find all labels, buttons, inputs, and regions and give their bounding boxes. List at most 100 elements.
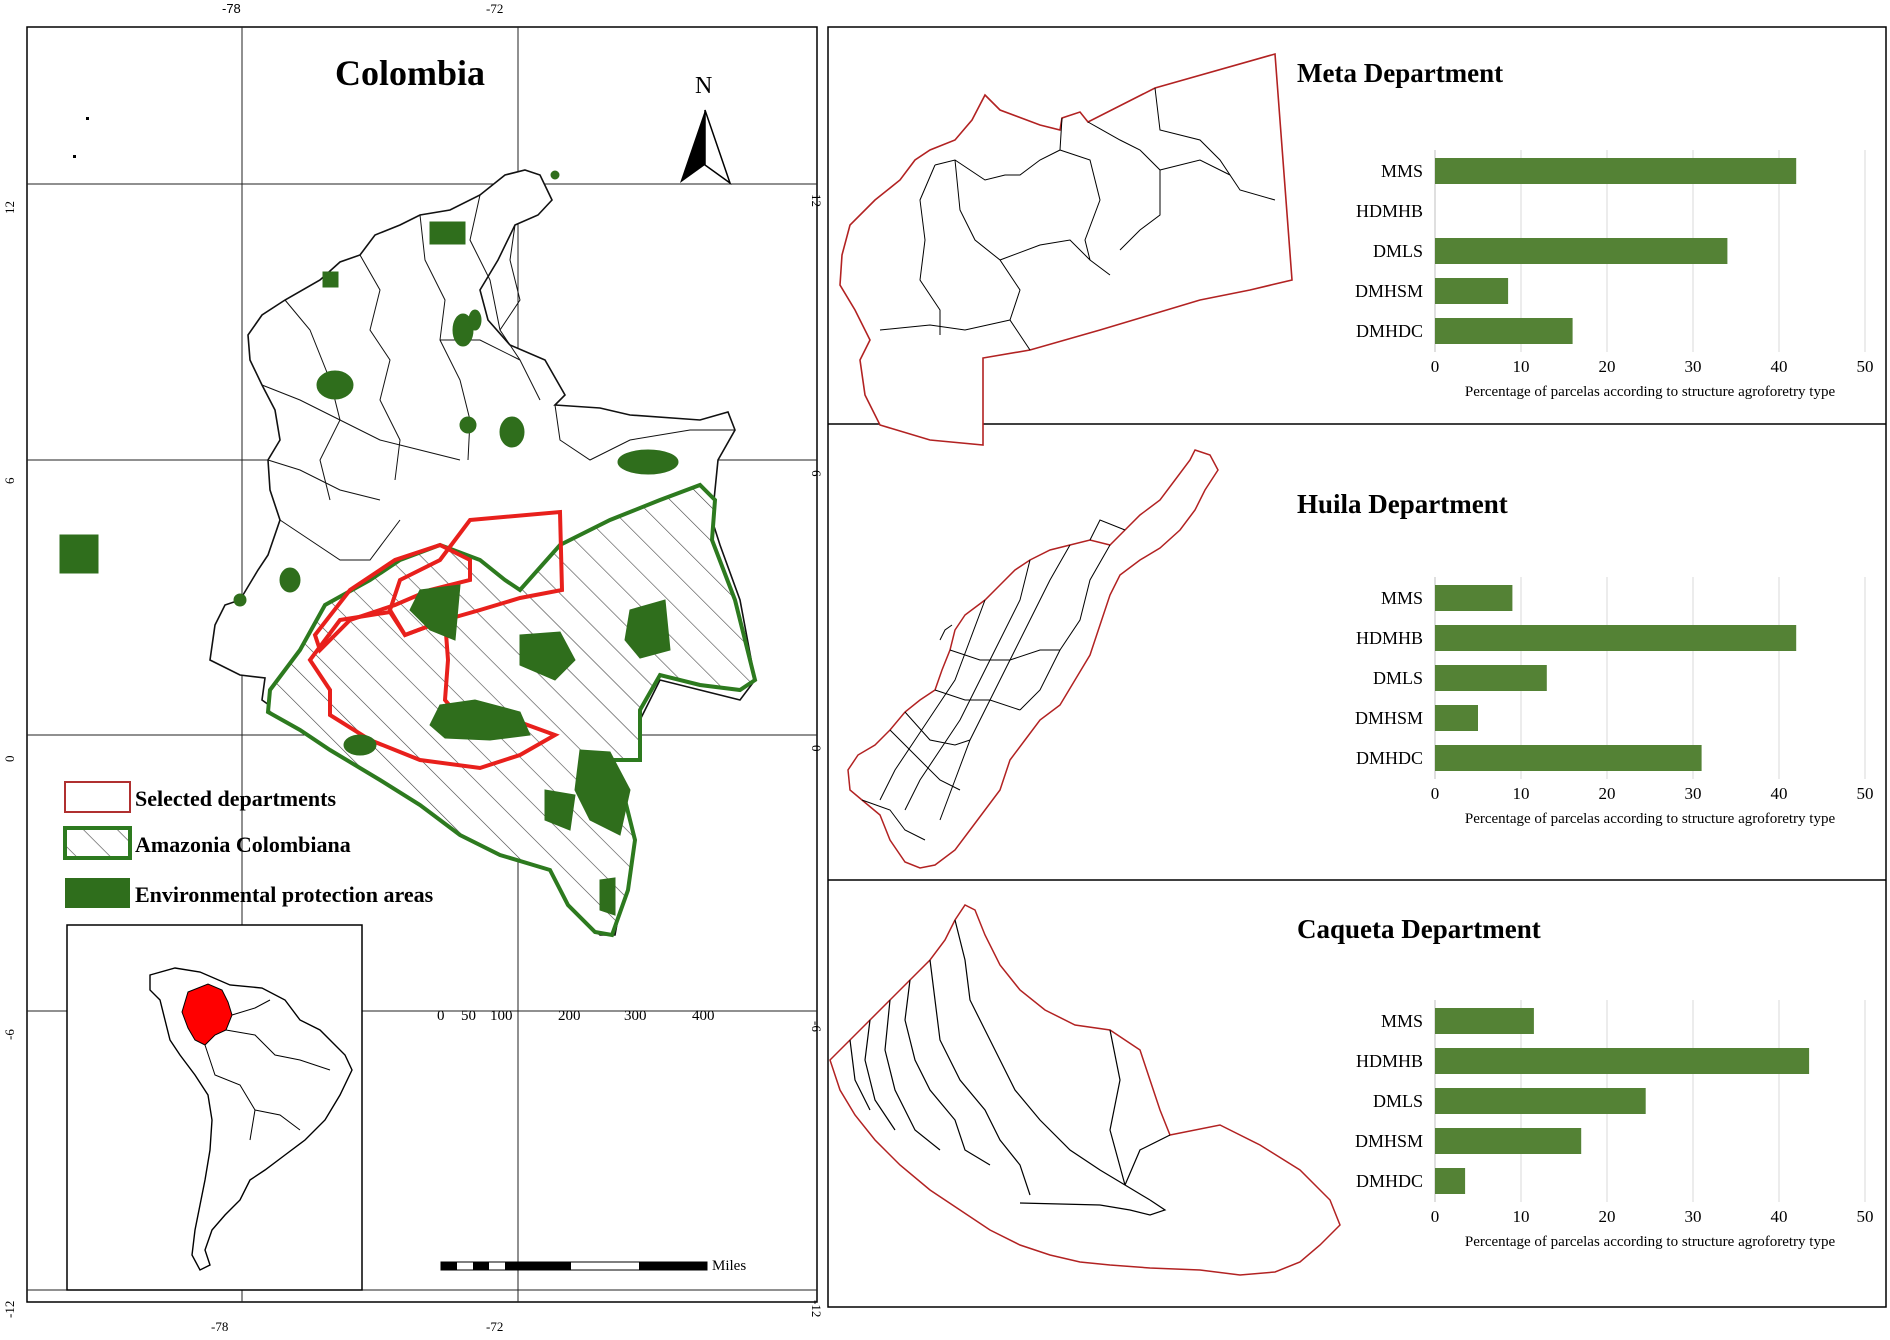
huila-department-outline xyxy=(312,542,472,654)
scale-tick-0: 0 xyxy=(437,1008,445,1024)
x-tick-label: 50 xyxy=(1857,357,1874,376)
x-axis-label: Percentage of parcelas according to stru… xyxy=(1465,811,1836,827)
x-tick-label: 10 xyxy=(1513,1207,1530,1226)
right-panels: Meta Department Huila Department Caqueta… xyxy=(827,26,1887,1308)
scale-tick-200: 200 xyxy=(558,1008,581,1024)
x-tick-label: 10 xyxy=(1513,784,1530,803)
category-label: HDMHB xyxy=(1356,1051,1423,1071)
bar xyxy=(1435,1088,1646,1114)
bar xyxy=(1435,318,1573,344)
scale-tick-100: 100 xyxy=(490,1008,513,1024)
category-label: DMLS xyxy=(1373,668,1423,688)
category-label: DMHDC xyxy=(1356,748,1423,768)
island-dot xyxy=(86,117,89,120)
bar xyxy=(1435,278,1509,304)
bar xyxy=(1435,705,1478,731)
bar xyxy=(1435,665,1547,691)
scale-bar: 0 50 100 200 300 400 Miles xyxy=(437,1008,746,1274)
scale-tick-400: 400 xyxy=(692,1008,715,1024)
category-label: HDMHB xyxy=(1356,628,1423,648)
north-arrow-icon: N xyxy=(680,73,732,185)
lon-label-top-78: -78 xyxy=(222,1,241,16)
x-tick-label: 50 xyxy=(1857,784,1874,803)
legend-label-selected: Selected departments xyxy=(135,786,336,811)
category-label: MMS xyxy=(1381,161,1423,181)
x-tick-label: 0 xyxy=(1431,784,1440,803)
main-map: -78 -72 -78 -72 12 6 0 -6 -12 12 6 0 -6 … xyxy=(2,1,824,1334)
scale-tick-50: 50 xyxy=(461,1008,476,1024)
south-america-inset xyxy=(66,924,363,1291)
category-label: DMHDC xyxy=(1356,1171,1423,1191)
bar xyxy=(1435,1008,1534,1034)
category-label: MMS xyxy=(1381,1011,1423,1031)
chart-meta: 0 10 20 30 40 50 MMS HDMHB DMLS DMHSM DMHDC Percent… xyxy=(1355,150,1874,400)
x-tick-label: 10 xyxy=(1513,357,1530,376)
chart-title-huila: Huila Department xyxy=(1297,489,1508,519)
lon-label-bottom-78: -78 xyxy=(211,1319,228,1334)
colombia-highlight xyxy=(181,983,233,1046)
chart-caqueta: 0 10 20 30 40 50 MMS HDMHB DMLS DMHSM DMHDC Percent… xyxy=(1355,1000,1874,1250)
legend-label-amazonia: Amazonia Colombiana xyxy=(135,832,351,857)
bar xyxy=(1435,1128,1582,1154)
x-tick-label: 20 xyxy=(1599,784,1616,803)
bar xyxy=(1435,1048,1810,1074)
x-tick-label: 40 xyxy=(1771,1207,1788,1226)
x-tick-label: 0 xyxy=(1431,357,1440,376)
bar xyxy=(1435,1168,1466,1194)
north-label: N xyxy=(695,73,712,99)
x-tick-label: 20 xyxy=(1599,357,1616,376)
meta-department-map xyxy=(839,52,1293,446)
bar xyxy=(1435,625,1797,651)
x-tick-label: 50 xyxy=(1857,1207,1874,1226)
legend-label-protection: Environmental protection areas xyxy=(135,882,434,907)
lon-label-top-72: -72 xyxy=(486,1,503,16)
bar xyxy=(1435,585,1513,611)
x-tick-label: 40 xyxy=(1771,357,1788,376)
category-label: DMHSM xyxy=(1355,708,1423,728)
x-axis-label: Percentage of parcelas according to stru… xyxy=(1465,384,1836,400)
x-tick-label: 20 xyxy=(1599,1207,1616,1226)
chart-title-caqueta: Caqueta Department xyxy=(1297,914,1541,944)
bar xyxy=(1435,238,1728,264)
chart-huila: 0 10 20 30 40 50 MMS HDMHB DMLS DMHSM DMHDC Percent… xyxy=(1355,577,1874,827)
department-borders xyxy=(261,194,735,561)
island-dot xyxy=(73,155,76,158)
lat-label-left-0: 0 xyxy=(2,756,17,763)
legend-swatch-selected xyxy=(64,781,131,813)
bar xyxy=(1435,745,1702,771)
lat-label-left--12: -12 xyxy=(2,1301,17,1318)
category-label: DMHSM xyxy=(1355,281,1423,301)
lon-label-bottom-72: -72 xyxy=(486,1319,503,1334)
category-label: DMLS xyxy=(1373,241,1423,261)
x-tick-label: 30 xyxy=(1685,357,1702,376)
scale-tick-300: 300 xyxy=(624,1008,647,1024)
lat-label-right-0: 0 xyxy=(809,745,824,752)
lat-label-right-12: 12 xyxy=(809,194,824,207)
lat-label-left-6: 6 xyxy=(2,477,17,484)
scale-unit: Miles xyxy=(712,1258,746,1274)
lat-label-right--6: -6 xyxy=(809,1021,824,1032)
x-axis-label: Percentage of parcelas according to stru… xyxy=(1465,1234,1836,1250)
map-title: Colombia xyxy=(335,53,485,93)
lat-label-right--12: -12 xyxy=(809,1300,824,1317)
bar xyxy=(1435,158,1797,184)
category-label: DMHSM xyxy=(1355,1131,1423,1151)
huila-department-map xyxy=(847,449,1219,869)
category-label: HDMHB xyxy=(1356,201,1423,221)
chart-title-meta: Meta Department xyxy=(1297,58,1503,88)
category-label: DMHDC xyxy=(1356,321,1423,341)
map-legend: Selected departments Amazonia Colombiana… xyxy=(63,781,434,908)
x-tick-label: 0 xyxy=(1431,1207,1440,1226)
x-tick-label: 40 xyxy=(1771,784,1788,803)
protection-areas xyxy=(59,170,679,916)
lat-label-right-6: 6 xyxy=(809,470,824,477)
south-america-outline xyxy=(149,967,353,1271)
caqueta-department-map xyxy=(829,904,1341,1276)
x-tick-label: 30 xyxy=(1685,784,1702,803)
lat-label-left-12: 12 xyxy=(2,201,17,214)
category-label: DMLS xyxy=(1373,1091,1423,1111)
legend-swatch-protection xyxy=(65,878,130,908)
legend-swatch-amazonia xyxy=(63,826,132,860)
x-tick-label: 30 xyxy=(1685,1207,1702,1226)
